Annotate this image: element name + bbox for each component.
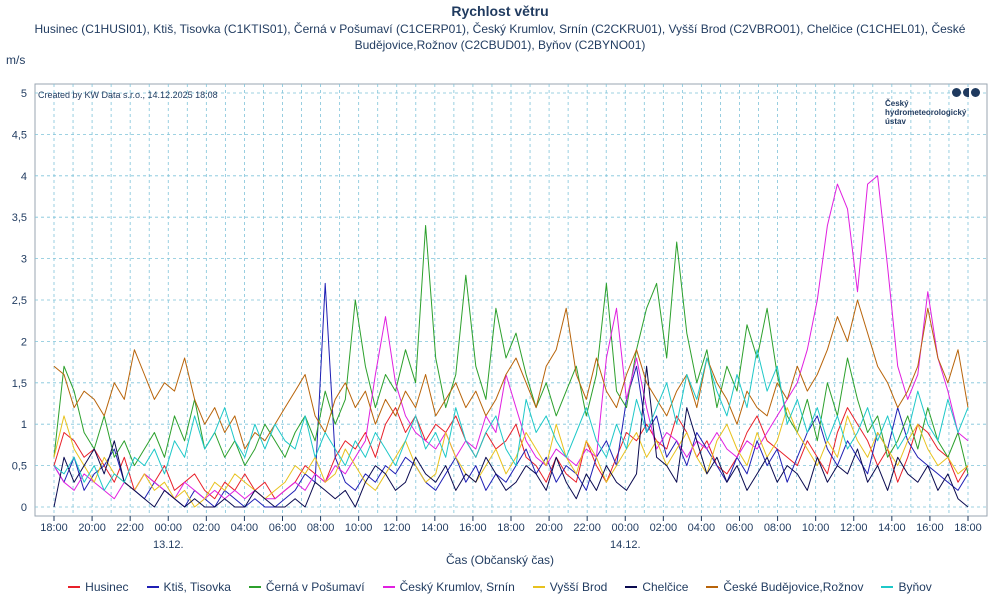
legend-swatch	[382, 586, 395, 588]
x-tick-label: 08:00	[764, 522, 792, 534]
y-tick-label: 2	[21, 336, 27, 348]
y-tick-label: 1,5	[12, 378, 27, 390]
x-tick-label: 18:00	[497, 522, 525, 534]
legend-label: Černá v Pošumaví	[265, 580, 365, 594]
legend-label: České Budějovice,Rožnov	[723, 580, 864, 594]
x-tick-label: 00:00	[611, 522, 639, 534]
y-tick-label: 0,5	[12, 461, 27, 473]
legend-item[interactable]: Český Krumlov, Srnín	[382, 580, 515, 594]
y-tick-label: 2,5	[12, 295, 27, 307]
x-tick-label: 20:00	[78, 522, 106, 534]
legend-label: Husinec	[85, 580, 129, 594]
x-tick-label: 20:00	[535, 522, 563, 534]
chart-subtitle: Husinec (C1HUSI01), Ktiš, Tisovka (C1KTI…	[34, 22, 966, 52]
legend-label: Vyšší Brod	[549, 580, 608, 594]
legend-item[interactable]: Černá v Pošumaví	[248, 580, 365, 594]
x-tick-label: 02:00	[193, 522, 221, 534]
y-tick-label: 4	[21, 171, 27, 183]
legend-item[interactable]: České Budějovice,Rožnov	[706, 580, 863, 594]
x-tick-label: 18:00	[954, 522, 982, 534]
x-tick-label: 14:00	[421, 522, 449, 534]
x-tick-label: 06:00	[726, 522, 754, 534]
date-label: 14.12.	[610, 539, 641, 551]
x-axis-label: Čas (Občanský čas)	[445, 553, 555, 567]
series-line	[53, 299, 969, 450]
x-tick-label: 10:00	[345, 522, 373, 534]
date-label: 13.12.	[153, 539, 184, 551]
x-tick-label: 04:00	[231, 522, 259, 534]
legend-swatch	[881, 586, 894, 588]
x-tick-label: 04:00	[688, 522, 716, 534]
x-tick-label: 06:00	[269, 522, 297, 534]
legend-swatch	[625, 586, 638, 588]
chart-title: Rychlost větru	[451, 3, 549, 19]
y-tick-label: 0	[21, 502, 27, 514]
legend-item[interactable]: Byňov	[881, 580, 932, 594]
y-tick-label: 1	[21, 419, 27, 431]
x-tick-label: 12:00	[840, 522, 868, 534]
legend-swatch	[706, 586, 719, 588]
x-tick-label: 18:00	[40, 522, 68, 534]
chart-legend: Husinec Ktiš, Tisovka Černá v Pošumaví Česk…	[0, 580, 1000, 594]
series-line	[53, 407, 969, 500]
legend-label: Chelčice	[642, 580, 689, 594]
chart-credit: Created by KW Data s.r.o., 14.12.2025 18…	[38, 90, 218, 100]
legend-swatch	[532, 586, 545, 588]
series-line	[53, 365, 969, 508]
series-line	[53, 282, 969, 508]
legend-label: Ktiš, Tisovka	[163, 580, 231, 594]
x-tick-label: 02:00	[650, 522, 678, 534]
x-tick-label: 16:00	[459, 522, 487, 534]
y-tick-label: 5	[21, 88, 27, 100]
x-tick-label: 00:00	[154, 522, 182, 534]
x-tick-label: 14:00	[878, 522, 906, 534]
series-line	[53, 349, 969, 491]
x-tick-label: 22:00	[116, 522, 144, 534]
y-tick-label: 3	[21, 254, 27, 266]
legend-item[interactable]: Ktiš, Tisovka	[146, 580, 231, 594]
chmi-logo: Český hydrometeorologický ústav	[885, 88, 985, 126]
x-tick-label: 16:00	[916, 522, 944, 534]
x-tick-label: 10:00	[802, 522, 830, 534]
logo-dots-icon	[952, 88, 985, 97]
series-line	[53, 175, 969, 500]
x-tick-label: 22:00	[573, 522, 601, 534]
y-tick-label: 4,5	[12, 129, 27, 141]
x-tick-label: 12:00	[383, 522, 411, 534]
legend-item[interactable]: Vyšší Brod	[532, 580, 608, 594]
legend-label: Byňov	[898, 580, 932, 594]
legend-swatch	[146, 586, 159, 588]
y-tick-label: 3,5	[12, 212, 27, 224]
legend-label: Český Krumlov, Srnín	[399, 580, 515, 594]
legend-swatch	[248, 586, 261, 588]
x-tick-label: 08:00	[307, 522, 335, 534]
legend-swatch	[68, 586, 81, 588]
y-axis-unit: m/s	[6, 53, 26, 67]
logo-text: Český hydrometeorologický ústav	[885, 99, 967, 126]
legend-item[interactable]: Chelčice	[625, 580, 688, 594]
legend-item[interactable]: Husinec	[68, 580, 129, 594]
